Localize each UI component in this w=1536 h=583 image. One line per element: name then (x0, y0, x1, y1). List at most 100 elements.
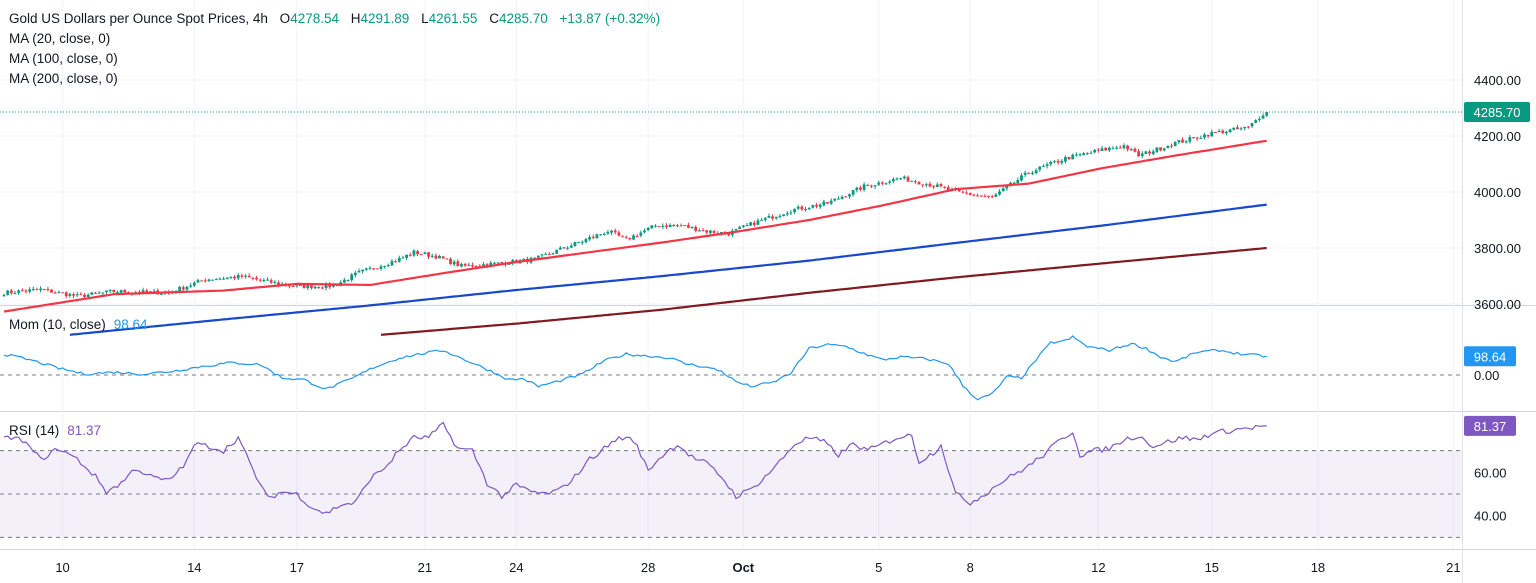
candle[interactable] (632, 234, 635, 240)
candle[interactable] (258, 278, 262, 283)
candle[interactable] (1203, 132, 1206, 140)
candle[interactable] (1085, 152, 1089, 155)
candle[interactable] (551, 252, 555, 256)
candle[interactable] (412, 249, 416, 257)
candle[interactable] (921, 184, 925, 188)
candle[interactable] (449, 257, 452, 265)
candle[interactable] (1126, 144, 1130, 152)
candle[interactable] (679, 223, 683, 227)
candle[interactable] (24, 289, 28, 294)
candle[interactable] (987, 195, 990, 199)
candle[interactable] (416, 249, 419, 257)
candle[interactable] (1111, 145, 1115, 150)
candle[interactable] (884, 182, 888, 186)
candle[interactable] (771, 214, 774, 221)
rsi-value-badge[interactable] (1464, 415, 1516, 436)
candle[interactable] (430, 253, 434, 259)
candle[interactable] (50, 289, 53, 293)
candle[interactable] (17, 289, 21, 295)
candle[interactable] (635, 234, 639, 238)
ma100-legend[interactable]: MA (100, close, 0) (9, 51, 118, 66)
candle[interactable] (401, 255, 405, 259)
candle[interactable] (1038, 166, 1042, 172)
candle[interactable] (233, 274, 236, 281)
candle[interactable] (255, 275, 258, 281)
candle[interactable] (1206, 134, 1210, 139)
last-price-badge[interactable] (1464, 102, 1530, 123)
candle[interactable] (181, 285, 185, 292)
candle[interactable] (573, 241, 577, 247)
candle[interactable] (1078, 152, 1082, 157)
candle[interactable] (1071, 153, 1075, 160)
candle[interactable] (262, 277, 266, 283)
candle[interactable] (1151, 149, 1155, 156)
candle[interactable] (1016, 177, 1020, 184)
candle[interactable] (862, 182, 866, 192)
candle[interactable] (577, 241, 581, 244)
ma200-legend[interactable]: MA (200, close, 0) (9, 71, 118, 86)
candle[interactable] (676, 223, 679, 228)
candle[interactable] (1140, 151, 1144, 159)
candle[interactable] (599, 233, 602, 236)
candle[interactable] (998, 189, 1001, 196)
candle[interactable] (1100, 145, 1104, 152)
candle[interactable] (763, 217, 767, 222)
candle[interactable] (741, 224, 745, 228)
ma100-line[interactable] (69, 203, 1267, 336)
candle[interactable] (968, 192, 972, 196)
candle[interactable] (207, 278, 211, 282)
candle[interactable] (1042, 164, 1045, 168)
candle[interactable] (1060, 159, 1064, 165)
candle[interactable] (782, 214, 785, 217)
candle[interactable] (687, 222, 690, 229)
candle[interactable] (752, 220, 756, 227)
candle[interactable] (895, 177, 899, 181)
candle[interactable] (28, 287, 32, 294)
candle[interactable] (811, 204, 815, 209)
candle[interactable] (185, 286, 189, 292)
candle[interactable] (6, 289, 10, 296)
candle[interactable] (580, 240, 584, 245)
candle[interactable] (665, 223, 668, 229)
candle[interactable] (1082, 151, 1086, 156)
candle[interactable] (1184, 139, 1188, 144)
candle[interactable] (972, 193, 976, 197)
candle[interactable] (9, 288, 13, 296)
candle[interactable] (1214, 131, 1217, 133)
candle[interactable] (859, 185, 862, 192)
candle[interactable] (1155, 147, 1159, 154)
candle[interactable] (1031, 171, 1034, 175)
candle[interactable] (471, 262, 474, 269)
candle[interactable] (379, 264, 383, 271)
candle[interactable] (902, 175, 906, 180)
candle[interactable] (555, 249, 559, 255)
candle[interactable] (203, 278, 207, 283)
candle[interactable] (456, 259, 460, 267)
ma200-line[interactable] (380, 246, 1267, 336)
candle[interactable] (840, 195, 844, 200)
candle[interactable] (225, 277, 229, 280)
candle[interactable] (273, 280, 277, 285)
candle[interactable] (372, 268, 376, 271)
candle[interactable] (42, 288, 46, 291)
candle[interactable] (661, 223, 665, 230)
candle[interactable] (1195, 136, 1199, 141)
candle[interactable] (357, 268, 361, 273)
candle[interactable] (1261, 113, 1265, 120)
candle[interactable] (1133, 147, 1137, 153)
candle[interactable] (1170, 143, 1173, 149)
candle[interactable] (800, 204, 804, 211)
candle[interactable] (932, 184, 936, 190)
candle[interactable] (994, 193, 998, 197)
candle[interactable] (870, 184, 873, 189)
candle[interactable] (1177, 140, 1181, 145)
candle[interactable] (976, 193, 979, 197)
candle[interactable] (222, 276, 225, 280)
candle[interactable] (558, 246, 562, 250)
candle[interactable] (350, 272, 354, 283)
candle[interactable] (364, 267, 368, 272)
candle[interactable] (116, 290, 119, 294)
candle[interactable] (1089, 150, 1093, 154)
candle[interactable] (1053, 159, 1056, 164)
candle[interactable] (247, 273, 251, 278)
